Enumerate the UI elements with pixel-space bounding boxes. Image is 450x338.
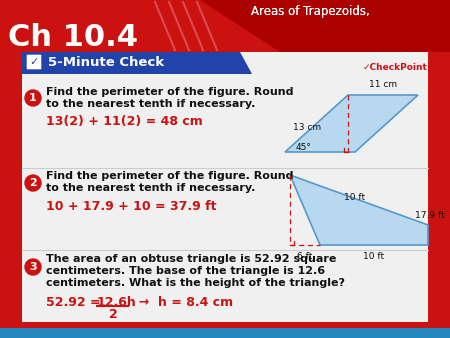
Text: Find the perimeter of the figure. Round: Find the perimeter of the figure. Round [46, 87, 293, 97]
Text: centimeters. What is the height of the triangle?: centimeters. What is the height of the t… [46, 278, 345, 288]
Text: 3: 3 [29, 262, 37, 272]
Text: The area of an obtuse triangle is 52.92 square: The area of an obtuse triangle is 52.92 … [46, 254, 337, 264]
Text: 52.92 =: 52.92 = [46, 295, 105, 309]
Text: 13(2) + 11(2) = 48 cm: 13(2) + 11(2) = 48 cm [46, 116, 203, 128]
FancyBboxPatch shape [26, 54, 42, 70]
Text: ✓: ✓ [29, 57, 39, 67]
Circle shape [25, 175, 41, 191]
Polygon shape [290, 175, 428, 245]
Text: centimeters. The base of the triangle is 12.6: centimeters. The base of the triangle is… [46, 266, 325, 276]
Text: 1: 1 [29, 93, 37, 103]
Polygon shape [22, 52, 252, 74]
Text: 6 ft: 6 ft [297, 252, 313, 261]
FancyBboxPatch shape [0, 0, 450, 52]
Text: →  h = 8.4 cm: → h = 8.4 cm [130, 295, 233, 309]
Polygon shape [285, 95, 418, 152]
Text: Find the perimeter of the figure. Round: Find the perimeter of the figure. Round [46, 171, 293, 181]
FancyBboxPatch shape [22, 52, 428, 328]
Text: 2: 2 [108, 309, 117, 321]
Text: 10 ft: 10 ft [344, 193, 365, 201]
Text: 17.9 ft: 17.9 ft [415, 211, 445, 219]
Text: ✓CheckPoint: ✓CheckPoint [363, 64, 428, 72]
FancyBboxPatch shape [428, 52, 450, 328]
Text: Areas of Trapezoids,: Areas of Trapezoids, [251, 5, 369, 19]
Circle shape [25, 259, 41, 275]
Text: 45°: 45° [296, 144, 312, 152]
Text: Ch 10.4: Ch 10.4 [8, 24, 138, 52]
Text: 10 ft: 10 ft [364, 252, 385, 261]
Text: 5-Minute Check: 5-Minute Check [48, 56, 164, 70]
FancyBboxPatch shape [0, 52, 22, 328]
Circle shape [25, 90, 41, 106]
Text: to the nearest tenth if necessary.: to the nearest tenth if necessary. [46, 183, 256, 193]
Text: 10 + 17.9 + 10 = 37.9 ft: 10 + 17.9 + 10 = 37.9 ft [46, 199, 216, 213]
Text: 11 cm: 11 cm [369, 80, 397, 89]
Text: Areas of Trapezoids,: Areas of Trapezoids, [251, 5, 369, 19]
FancyBboxPatch shape [0, 328, 450, 338]
Text: 2: 2 [29, 178, 37, 188]
FancyBboxPatch shape [0, 322, 450, 328]
Text: 12.6h: 12.6h [97, 295, 137, 309]
Text: to the nearest tenth if necessary.: to the nearest tenth if necessary. [46, 99, 256, 109]
Polygon shape [200, 0, 450, 52]
Text: 13 cm: 13 cm [293, 122, 321, 131]
